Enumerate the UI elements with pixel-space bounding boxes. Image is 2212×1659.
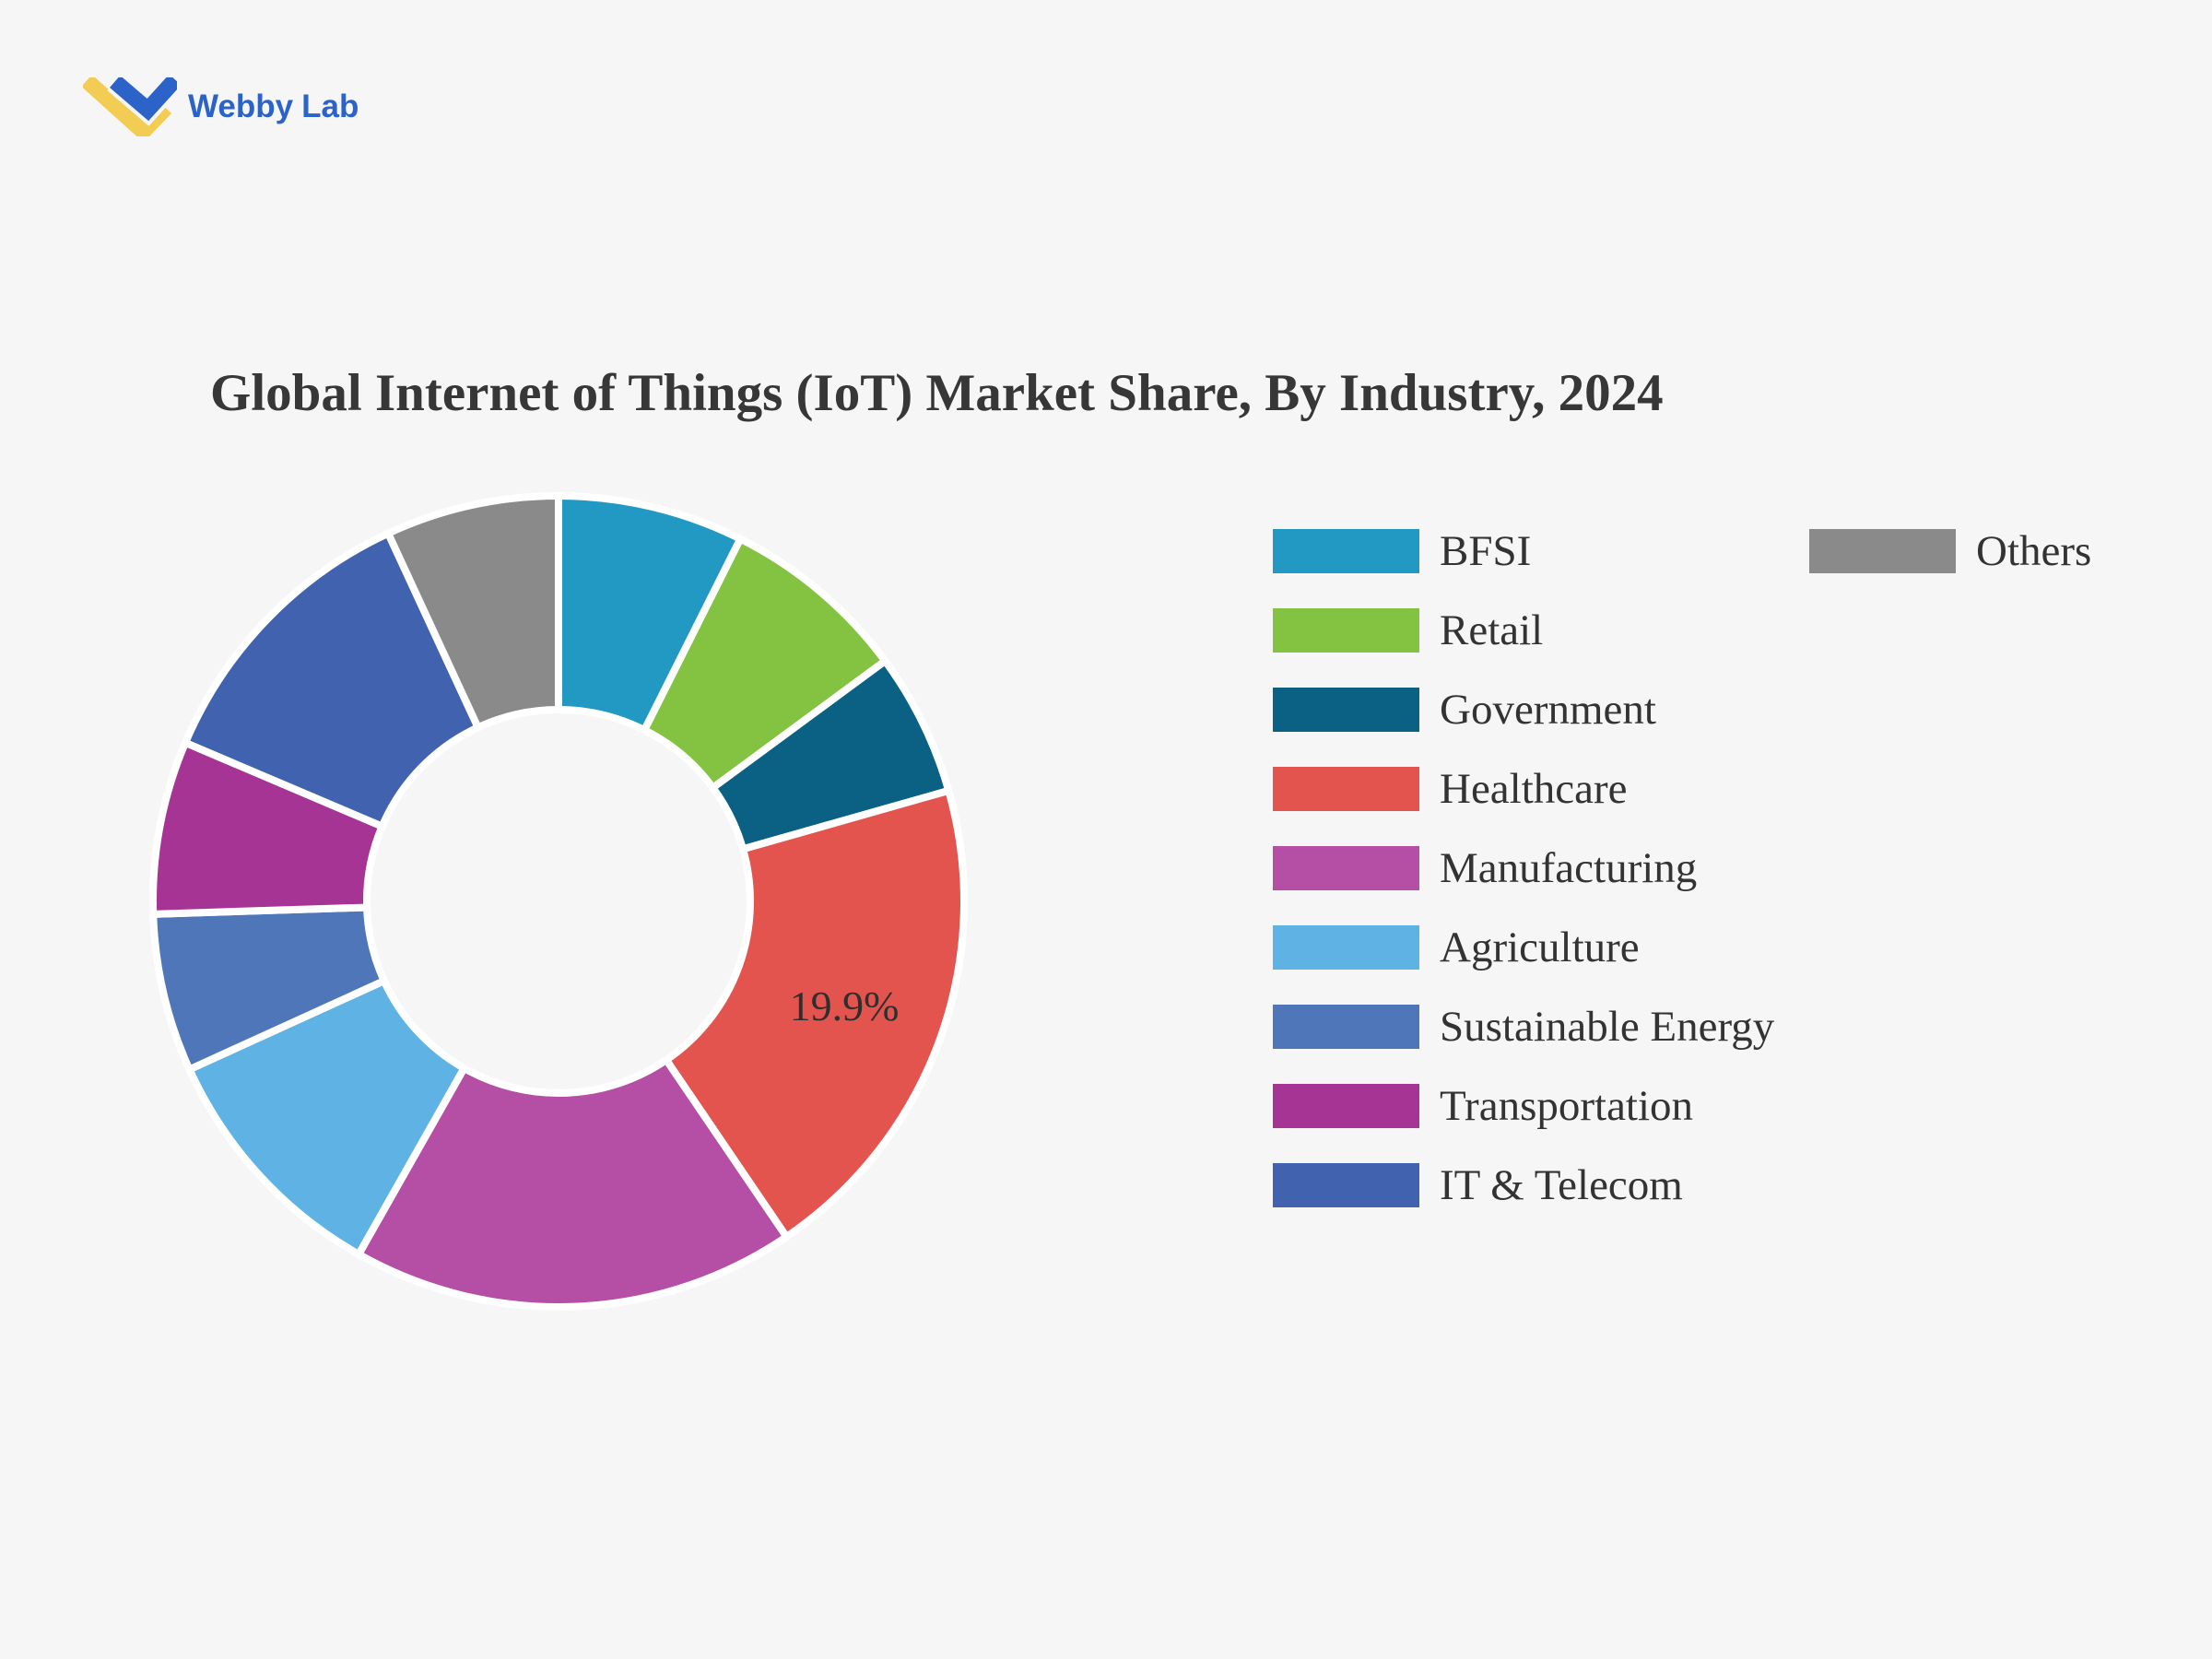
legend-item-agriculture: Agriculture	[1273, 925, 1774, 970]
legend-column-2: Others	[1809, 529, 2091, 573]
legend-color-swatch	[1273, 1163, 1419, 1207]
donut-slice-healthcare	[661, 785, 968, 1242]
chart-title: Global Internet of Things (IoT) Market S…	[210, 364, 1664, 422]
donut-slice-it-telecom	[180, 528, 483, 831]
legend-color-swatch	[1273, 925, 1419, 970]
legend-label: BFSI	[1440, 527, 1532, 575]
webbylab-logo-text: Webby Lab	[188, 88, 359, 125]
legend-color-swatch	[1273, 767, 1419, 811]
legend-label: Retail	[1440, 606, 1544, 654]
donut-data-label: 19.9%	[790, 982, 900, 1030]
legend-label: Others	[1976, 527, 2092, 575]
legend-item-others: Others	[1809, 529, 2091, 573]
donut-slice-manufacturing	[353, 1054, 792, 1312]
legend-color-swatch	[1273, 1084, 1419, 1128]
legend-label: Agriculture	[1440, 924, 1640, 971]
legend-item-bfsi: BFSI	[1273, 529, 1774, 573]
legend-column-1: BFSI Retail Government Healthcare Manufa…	[1273, 529, 1774, 1207]
legend-label: Sustainable Energy	[1440, 1003, 1775, 1051]
legend-color-swatch	[1273, 608, 1419, 653]
legend-item-transportation: Transportation	[1273, 1084, 1774, 1128]
webbylab-double-checkmark-icon	[83, 77, 177, 136]
legend-color-swatch	[1273, 846, 1419, 890]
legend-item-manufacturing: Manufacturing	[1273, 846, 1774, 890]
legend-label: Government	[1440, 686, 1656, 734]
logo-text-webby: Webby	[188, 88, 294, 124]
legend-item-retail: Retail	[1273, 608, 1774, 653]
legend-label: IT & Telecom	[1440, 1161, 1683, 1209]
legend-color-swatch	[1809, 529, 1956, 573]
webbylab-logo: Webby Lab	[83, 77, 359, 136]
legend-item-sustainable-energy: Sustainable Energy	[1273, 1005, 1774, 1049]
legend-label: Healthcare	[1440, 765, 1628, 813]
logo-text-lab: Lab	[301, 88, 359, 124]
legend-color-swatch	[1273, 1005, 1419, 1049]
legend-label: Transportation	[1440, 1082, 1694, 1130]
donut-slice-agriculture	[184, 975, 469, 1260]
legend-item-government: Government	[1273, 688, 1774, 732]
legend-item-it-telecom: IT & Telecom	[1273, 1163, 1774, 1207]
legend-color-swatch	[1273, 688, 1419, 732]
legend-label: Manufacturing	[1440, 844, 1698, 892]
donut-slice-others	[382, 491, 562, 733]
legend-item-healthcare: Healthcare	[1273, 767, 1774, 811]
legend-color-swatch	[1273, 529, 1419, 573]
